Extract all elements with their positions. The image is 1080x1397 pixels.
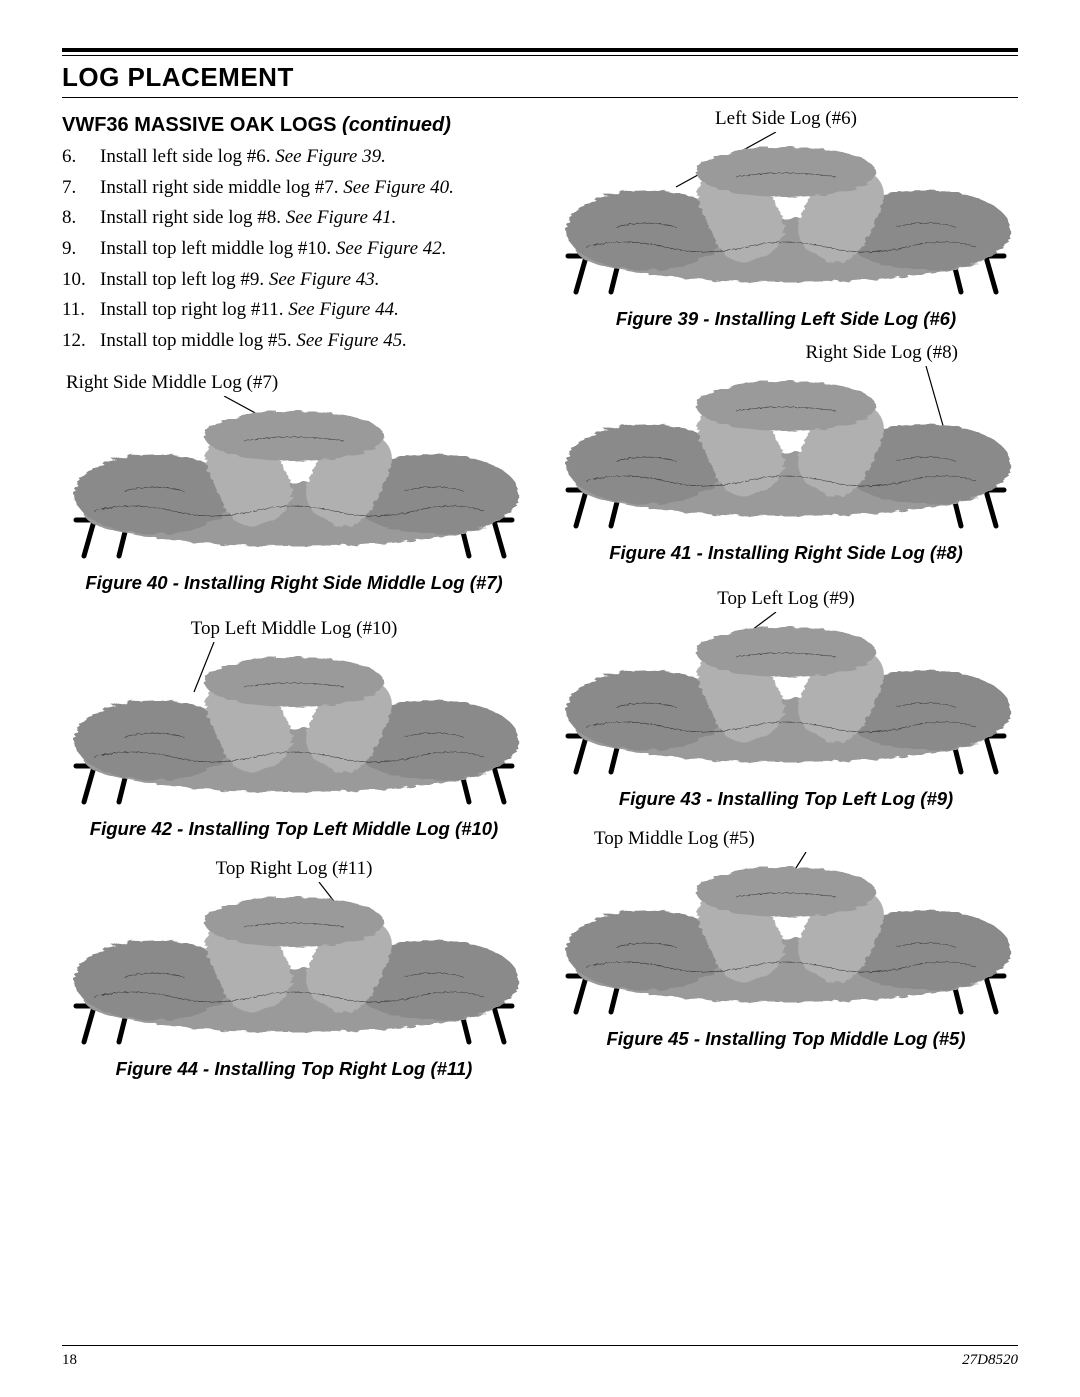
figure-41-caption: Figure 41 - Installing Right Side Log (#… [554,542,1018,564]
steps-list: 6. Install left side log #6. See Figure 3… [62,145,526,354]
step-num: 12. [62,329,90,354]
figure-39-annot: Left Side Log (#6) [554,108,1018,130]
step-ref: See Figure 39. [275,146,386,167]
figure-45: Top Middle Log (#5) Figure 45 - Installi… [554,828,1018,1050]
figure-41-illustration [554,366,1018,536]
figure-45-illustration [554,852,1018,1022]
step-text: Install left side log #6. [100,146,270,167]
step-8: 8. Install right side log #8. See Figure … [62,206,526,231]
step-num: 9. [62,237,90,262]
step-9: 9. Install top left middle log #10. See F… [62,237,526,262]
subhead-main: VWF36 MASSIVE OAK LOGS [62,114,336,136]
step-text: Install right side middle log #7. [100,177,339,198]
figure-44-annot: Top Right Log (#11) [62,858,526,880]
figure-41: Right Side Log (#8) Figure 41 - Installi… [554,342,1018,564]
columns: VWF36 MASSIVE OAK LOGS (continued) 6. Ins… [62,108,1018,1080]
document-id: 27D8520 [962,1352,1018,1369]
page: LOG PLACEMENT VWF36 MASSIVE OAK LOGS (co… [0,0,1080,1397]
step-ref: See Figure 43. [269,269,380,290]
figure-40-illustration [62,396,526,566]
step-num: 10. [62,268,90,293]
step-text: Install top left log #9. [100,269,264,290]
step-ref: See Figure 45. [296,330,407,351]
figure-40-annot: Right Side Middle Log (#7) [62,372,526,394]
step-text: Install top right log #11. [100,299,283,320]
subhead-continued: (continued) [342,114,451,136]
step-ref: See Figure 42. [336,238,447,259]
step-ref: See Figure 44. [288,299,399,320]
subheading: VWF36 MASSIVE OAK LOGS (continued) [62,114,526,137]
figure-42-annot: Top Left Middle Log (#10) [62,618,526,640]
step-text: Install top middle log #5. [100,330,292,351]
step-text: Install right side log #8. [100,207,281,228]
figure-44-illustration [62,882,526,1052]
figure-43-illustration [554,612,1018,782]
figure-43-annot: Top Left Log (#9) [554,588,1018,610]
step-7: 7. Install right side middle log #7. See … [62,176,526,201]
figure-41-annot: Right Side Log (#8) [554,342,1018,364]
figure-40-caption: Figure 40 - Installing Right Side Middle… [62,572,526,594]
figure-39-caption: Figure 39 - Installing Left Side Log (#6… [554,308,1018,330]
step-ref: See Figure 40. [343,177,454,198]
step-11: 11. Install top right log #11. See Figure… [62,298,526,323]
figure-42: Top Left Middle Log (#10) Figure 42 - In… [62,618,526,840]
left-column: VWF36 MASSIVE OAK LOGS (continued) 6. Ins… [62,108,526,1080]
step-num: 11. [62,298,90,323]
section-title: LOG PLACEMENT [62,62,1018,93]
figure-45-caption: Figure 45 - Installing Top Middle Log (#… [554,1028,1018,1050]
step-num: 6. [62,145,90,170]
figure-43-caption: Figure 43 - Installing Top Left Log (#9) [554,788,1018,810]
figure-39: Left Side Log (#6) Figure 39 - Installin… [554,108,1018,330]
figure-43: Top Left Log (#9) Figure 43 - Installing… [554,588,1018,810]
figure-42-caption: Figure 42 - Installing Top Left Middle L… [62,818,526,840]
step-6: 6. Install left side log #6. See Figure 3… [62,145,526,170]
figure-40: Right Side Middle Log (#7) Figure 40 - I… [62,372,526,594]
right-column: Left Side Log (#6) Figure 39 - Installin… [554,108,1018,1080]
step-num: 7. [62,176,90,201]
figure-42-illustration [62,642,526,812]
figure-39-illustration [554,132,1018,302]
top-rule [62,48,1018,56]
title-underline [62,97,1018,98]
step-num: 8. [62,206,90,231]
step-12: 12. Install top middle log #5. See Figure… [62,329,526,354]
step-ref: See Figure 41. [286,207,397,228]
page-number: 18 [62,1352,77,1369]
page-footer: 18 27D8520 [62,1345,1018,1369]
figure-45-annot: Top Middle Log (#5) [554,828,1018,850]
step-10: 10. Install top left log #9. See Figure 4… [62,268,526,293]
step-text: Install top left middle log #10. [100,238,331,259]
figure-44-caption: Figure 44 - Installing Top Right Log (#1… [62,1058,526,1080]
figure-44: Top Right Log (#11) Figure 44 - Installi… [62,858,526,1080]
